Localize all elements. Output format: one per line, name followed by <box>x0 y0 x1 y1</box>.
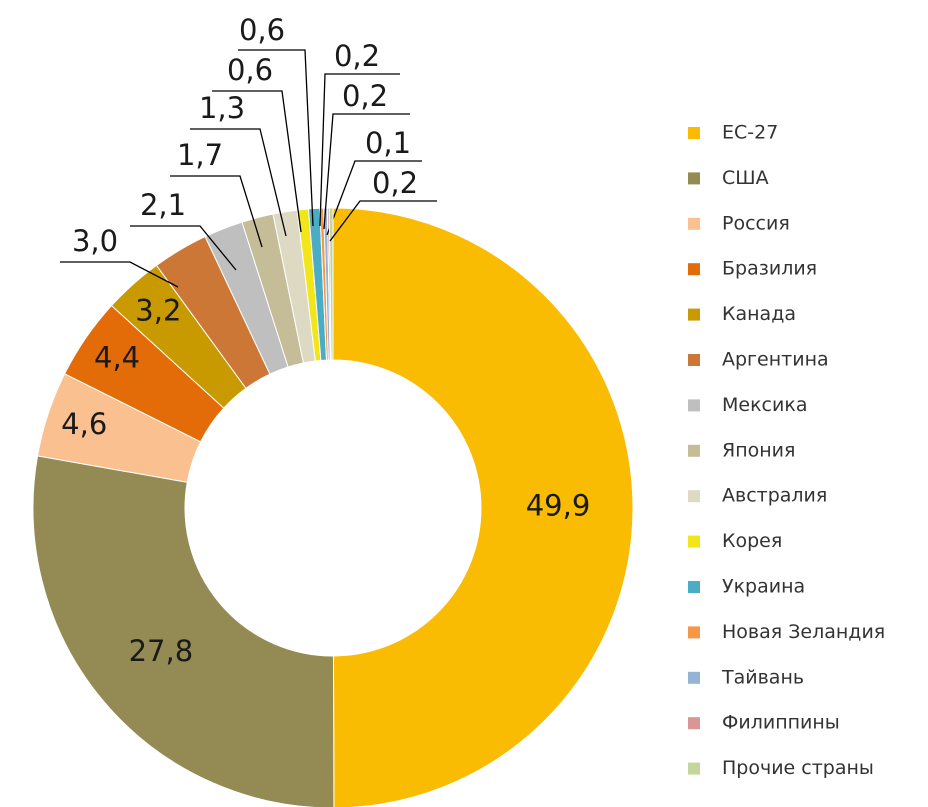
legend-label: Корея <box>722 530 782 552</box>
legend-label: Япония <box>722 439 795 461</box>
legend-label: США <box>722 167 769 189</box>
legend-label: Тайвань <box>721 666 804 688</box>
legend-label: Аргентина <box>722 349 829 371</box>
data-label: 3,2 <box>135 294 181 328</box>
legend-swatch <box>688 263 700 276</box>
data-label: 4,4 <box>94 341 140 375</box>
legend-label: Мексика <box>722 394 807 416</box>
data-label: 0,6 <box>239 13 285 47</box>
legend-swatch <box>688 172 700 185</box>
data-label: 2,1 <box>140 188 186 222</box>
legend-label: Австралия <box>722 485 827 507</box>
leader-line <box>326 160 422 236</box>
legend-swatch <box>688 127 700 139</box>
legend-label: Новая Зеландия <box>722 621 885 643</box>
legend-label: Канада <box>722 303 796 325</box>
legend-swatch <box>688 581 700 593</box>
legend-swatch <box>688 535 700 548</box>
legend-swatch <box>688 354 700 366</box>
data-label: 49,9 <box>526 489 591 523</box>
data-label: 0,6 <box>227 53 273 87</box>
slice <box>328 207 334 361</box>
leader-line <box>60 261 179 288</box>
legend-label: Прочие страны <box>722 757 874 779</box>
data-label: 1,3 <box>199 91 245 125</box>
legend-swatch <box>688 490 700 503</box>
slice <box>332 207 634 807</box>
data-label: 0,2 <box>372 166 418 200</box>
legend-swatch <box>688 626 700 639</box>
data-label: 4,6 <box>61 407 107 441</box>
data-label: 0,2 <box>342 79 388 113</box>
legend-swatch <box>688 308 700 321</box>
leader-line <box>329 200 437 242</box>
data-label: 0,1 <box>365 126 411 160</box>
legend-swatch <box>688 444 700 457</box>
slice <box>32 455 335 807</box>
legend-swatch <box>688 762 700 775</box>
legend-swatch <box>688 217 700 230</box>
data-label: 1,7 <box>177 138 223 172</box>
leader-line <box>170 175 263 248</box>
legend-label: Бразилия <box>722 258 817 280</box>
legend-swatch <box>688 717 700 730</box>
leader-line <box>212 90 302 233</box>
legend-swatch <box>688 671 700 684</box>
leader-line <box>130 225 237 271</box>
legend-label: Украина <box>722 576 805 598</box>
data-label: 0,2 <box>334 39 380 73</box>
leader-line <box>323 113 410 230</box>
leader-line <box>238 49 314 227</box>
data-label: 3,0 <box>72 224 118 258</box>
leader-line <box>319 73 400 227</box>
leader-line <box>190 128 287 237</box>
legend-swatch <box>688 399 700 412</box>
legend-label: Филиппины <box>722 712 840 734</box>
legend-label: ЕС-27 <box>722 122 778 144</box>
legend-label: Россия <box>722 212 790 234</box>
data-label: 27,8 <box>129 634 194 668</box>
